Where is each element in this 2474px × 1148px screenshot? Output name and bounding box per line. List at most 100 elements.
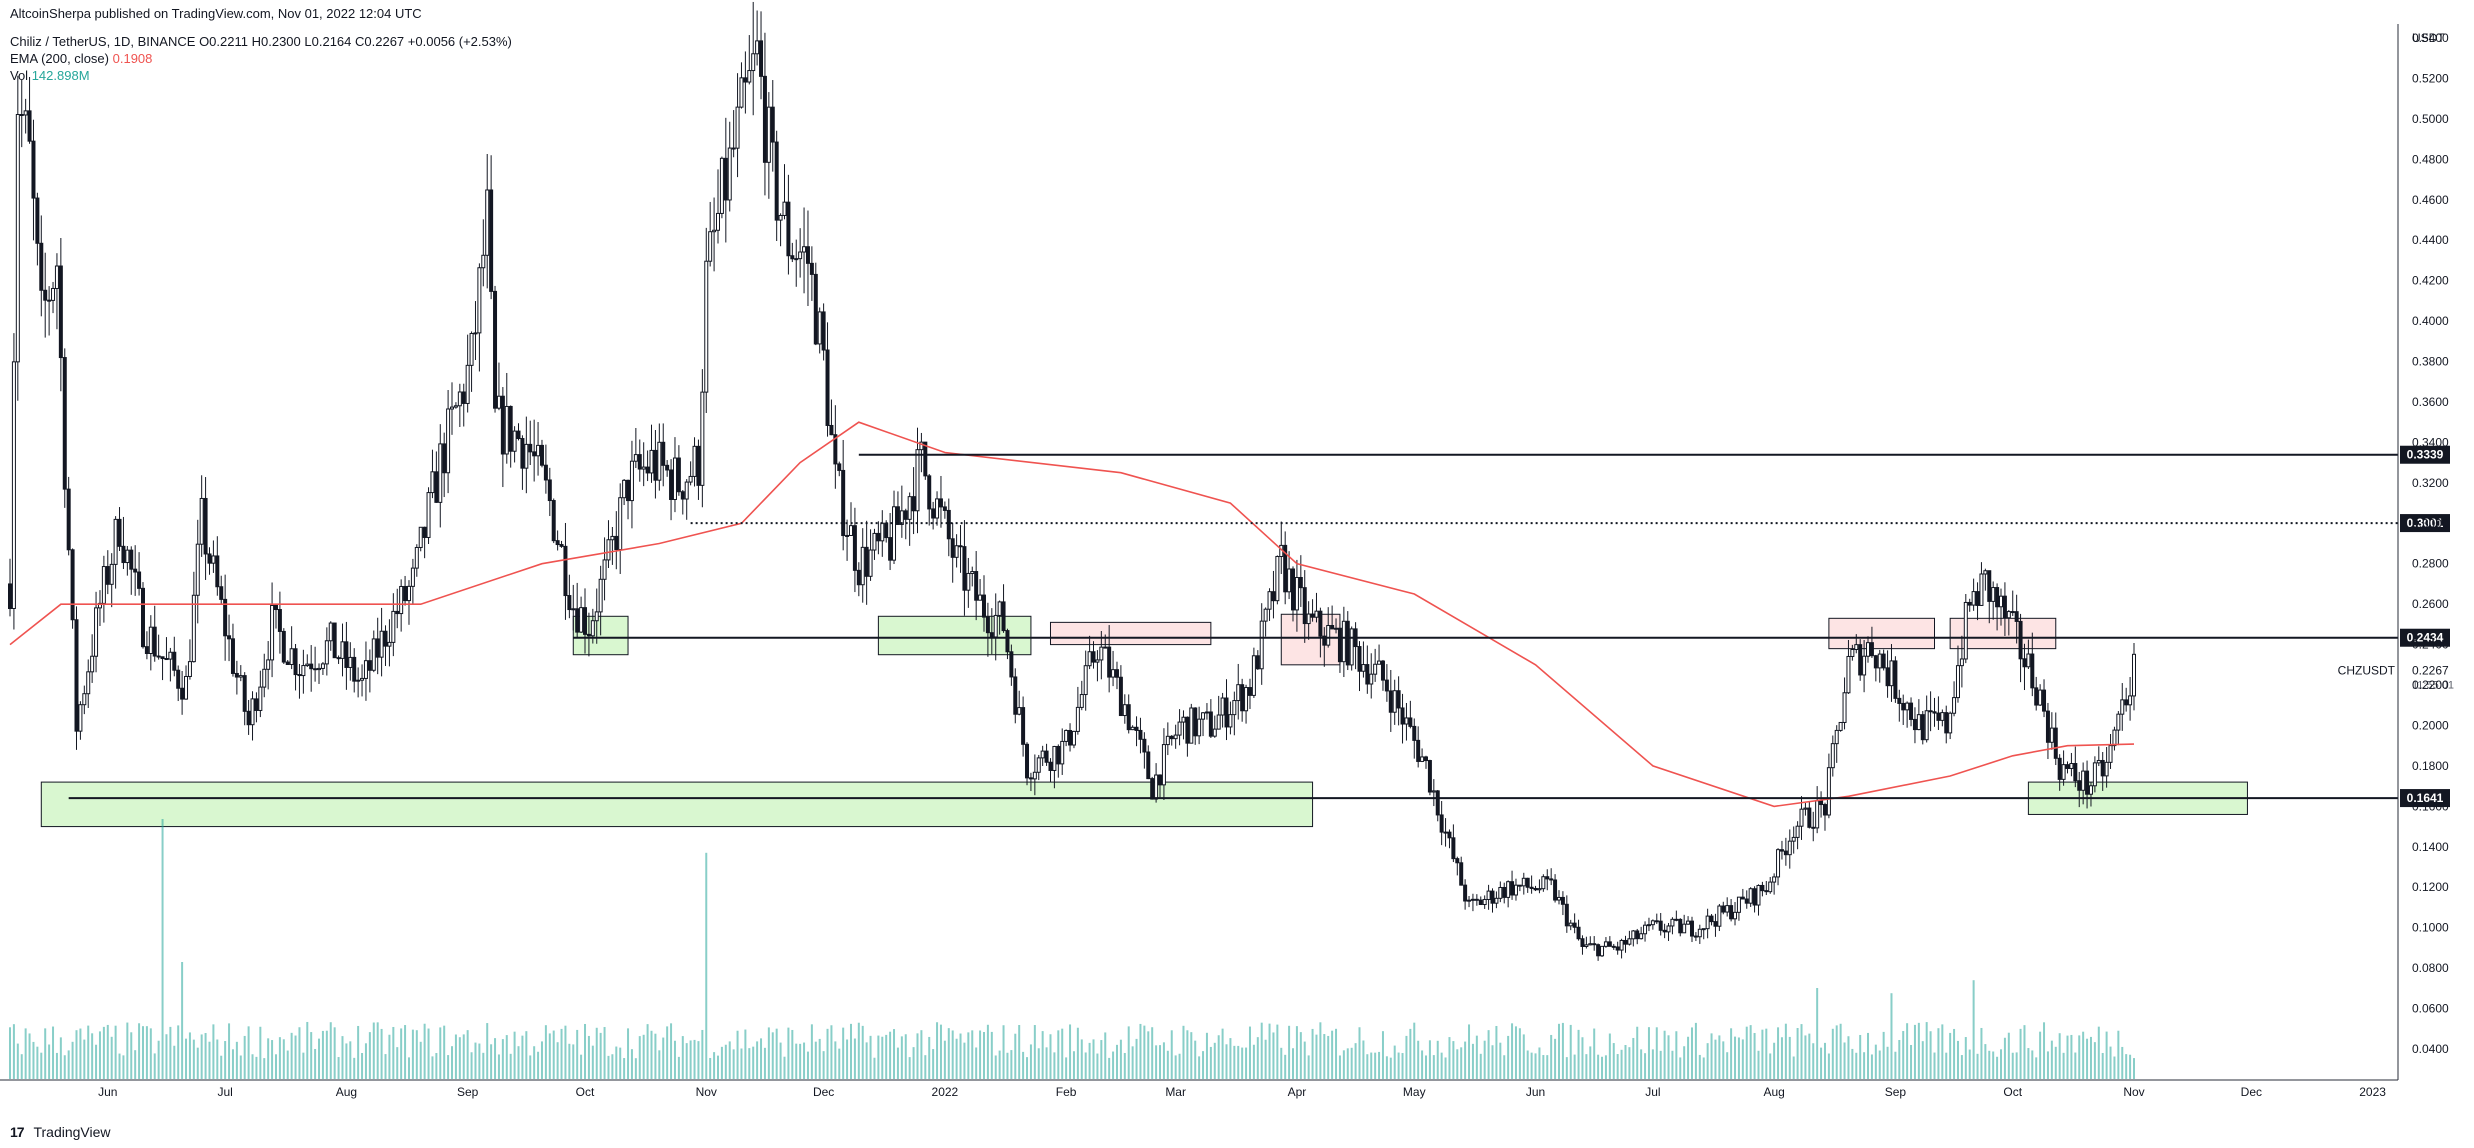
volume-bar <box>1784 1023 1787 1079</box>
volume-bar <box>1397 1052 1400 1079</box>
volume-bar <box>1026 1057 1029 1079</box>
candle-body <box>1866 642 1871 657</box>
volume-bar <box>521 1035 524 1079</box>
volume-bar <box>982 1032 985 1079</box>
volume-bar <box>2074 1052 2077 1079</box>
time-tick-label: Aug <box>336 1085 357 1099</box>
candle-body <box>1005 630 1010 653</box>
volume-bar <box>752 1046 755 1079</box>
candle-body <box>1470 898 1475 901</box>
candle-body <box>1588 943 1593 946</box>
candle-body <box>1889 660 1894 687</box>
candle-body <box>712 229 717 233</box>
candle-body <box>1869 642 1874 657</box>
ohlc-change: +0.0056 (+2.53%) <box>407 34 512 49</box>
candle-body <box>461 391 466 404</box>
candle-body <box>1040 750 1045 759</box>
volume-bar <box>717 1055 719 1079</box>
volume-bar <box>1299 1032 1302 1079</box>
candle-body <box>1482 898 1487 906</box>
volume-bar <box>654 1033 657 1079</box>
price-tick-label: 0.4000 <box>2412 314 2449 328</box>
candle-body <box>121 545 126 564</box>
volume-bar <box>298 1027 301 1079</box>
candle-body <box>719 157 724 214</box>
candle-body <box>1142 738 1147 753</box>
candle-body <box>1803 807 1808 810</box>
level-price-label: 0.1641 <box>2407 791 2444 805</box>
volume-bar <box>1401 1053 1404 1079</box>
volume-legend[interactable]: Vol 142.898M <box>10 68 90 84</box>
candle-body <box>254 698 259 711</box>
candle-body <box>1979 573 1984 606</box>
candle-body <box>1850 648 1855 657</box>
time-tick-label: Nov <box>2123 1085 2144 1099</box>
candle-body <box>1443 831 1448 834</box>
volume-bar <box>1464 1041 1467 1079</box>
volume-bar <box>267 1038 270 1079</box>
candle-body <box>1713 921 1718 927</box>
volume-bar <box>1209 1046 1212 1079</box>
volume-bar <box>16 1043 19 1079</box>
candle-body <box>1294 576 1299 611</box>
volume-bar <box>1237 1045 1240 1079</box>
volume-bar <box>697 1041 700 1079</box>
volume-bar <box>1968 1049 1971 1079</box>
volume-bar <box>1526 1050 1529 1079</box>
candle-body <box>860 546 865 586</box>
volume-bar <box>1495 1025 1498 1079</box>
volume-bar <box>1315 1034 1318 1079</box>
price-tick-label: 0.3800 <box>2412 355 2449 369</box>
candle-body <box>626 479 631 502</box>
candle-body <box>70 549 75 621</box>
candle-body <box>238 675 243 678</box>
volume-bar <box>963 1042 966 1079</box>
candle-body <box>1650 920 1655 926</box>
candle-body <box>1498 886 1503 899</box>
volume-bar <box>634 1058 637 1079</box>
volume-bar <box>849 1023 852 1079</box>
candle-body <box>1138 729 1143 740</box>
candle-body <box>1271 591 1276 602</box>
volume-bar <box>32 1041 35 1079</box>
candle-body <box>1909 702 1914 720</box>
volume-bar <box>1323 1034 1326 1079</box>
ema-legend[interactable]: EMA (200, close) 0.1908 <box>10 51 152 67</box>
volume-bar <box>2058 1033 2061 1079</box>
volume-bar <box>2089 1036 2092 1079</box>
time-tick-label: May <box>1403 1085 1426 1099</box>
candle-body <box>1822 804 1827 816</box>
candle-body <box>622 479 627 499</box>
volume-bar <box>893 1029 896 1079</box>
volume-bar <box>1597 1054 1600 1079</box>
candle-body <box>2128 695 2133 706</box>
volume-bar <box>1276 1024 1279 1079</box>
volume-bar <box>130 1032 133 1079</box>
volume-bar <box>157 1040 160 1079</box>
candle-body <box>1099 646 1104 661</box>
volume-bar <box>1550 1034 1553 1079</box>
volume-bar <box>826 1028 829 1079</box>
level-price-tag <box>2400 789 2450 808</box>
volume-bar <box>24 1028 27 1079</box>
volume-bar <box>63 1055 66 1079</box>
volume-bar <box>1835 1025 1838 1079</box>
level-price-label: 0.3001 <box>2407 516 2444 530</box>
tradingview-logo[interactable]: 17 TradingView <box>10 1124 111 1140</box>
volume-bar <box>1796 1028 1799 1079</box>
candle-body <box>1130 726 1135 731</box>
volume-bar <box>1335 1028 1338 1079</box>
candle-body <box>195 543 200 596</box>
candle-body <box>414 546 419 569</box>
candle-body <box>1854 644 1859 650</box>
volume-bar <box>1096 1053 1099 1079</box>
candle-body <box>676 457 681 493</box>
volume-bar <box>1718 1035 1721 1079</box>
volume-bar <box>1737 1037 1740 1079</box>
last-price-value: 0.2267 <box>2412 663 2449 677</box>
candle-body <box>1733 911 1738 920</box>
volume-value: 142.898M <box>31 68 90 83</box>
candle-body <box>1623 939 1628 945</box>
